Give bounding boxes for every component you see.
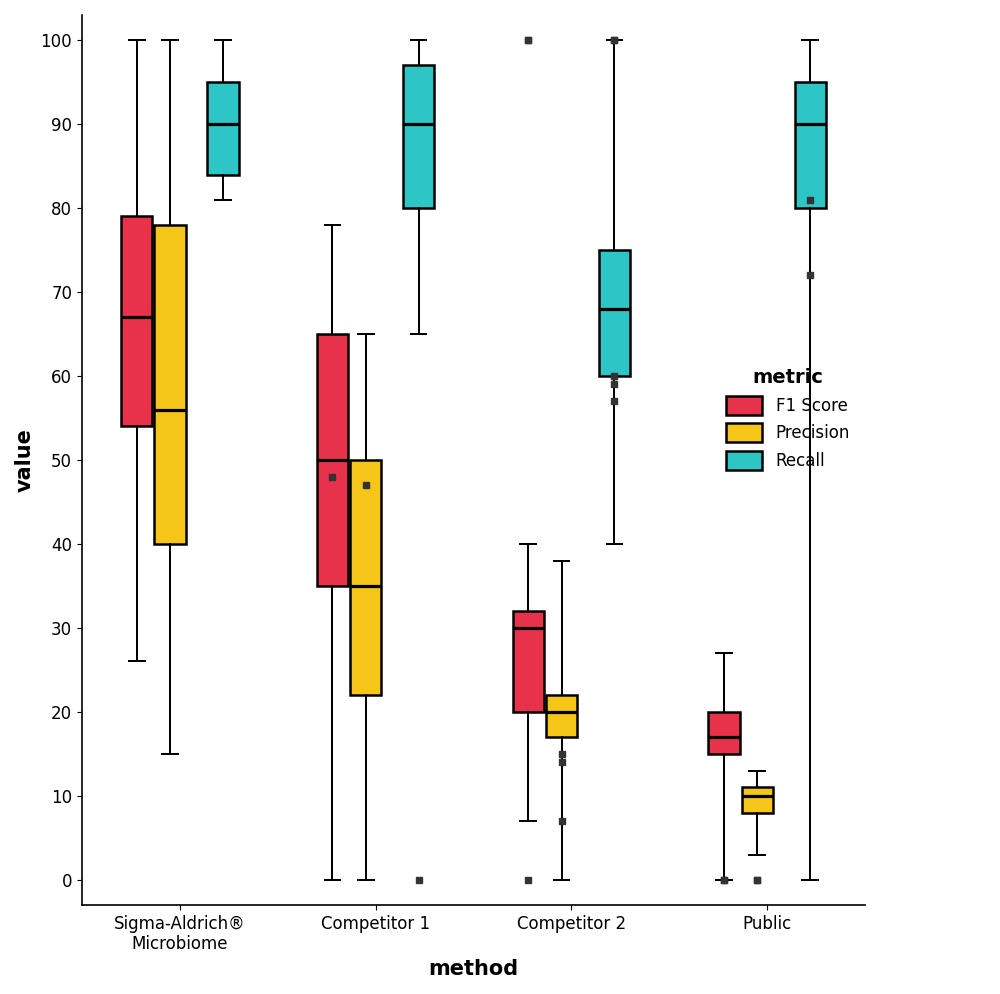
PathPatch shape [154,225,186,544]
PathPatch shape [350,460,381,695]
PathPatch shape [121,217,152,426]
PathPatch shape [742,787,773,812]
PathPatch shape [403,66,434,208]
Legend: F1 Score, Precision, Recall: F1 Score, Precision, Recall [719,362,857,476]
PathPatch shape [599,250,630,376]
PathPatch shape [795,83,826,208]
Y-axis label: value: value [15,428,35,492]
PathPatch shape [207,83,239,175]
PathPatch shape [708,712,740,753]
PathPatch shape [317,334,348,585]
PathPatch shape [546,695,577,737]
PathPatch shape [513,611,544,712]
X-axis label: method: method [428,959,519,979]
